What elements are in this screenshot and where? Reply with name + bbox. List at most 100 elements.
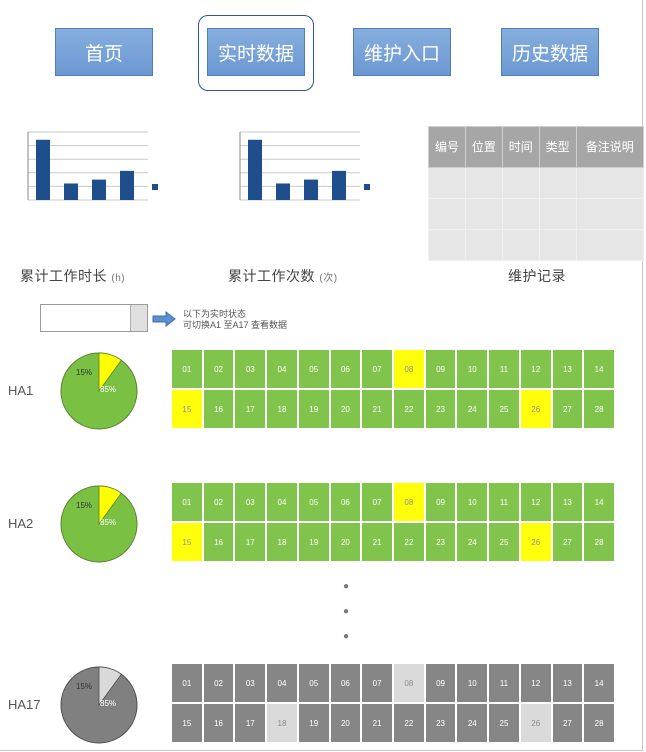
pie-chart-ha17: 15% 85% xyxy=(58,664,140,751)
sensor-cell[interactable]: 02 xyxy=(203,350,234,388)
sensor-cell[interactable]: 04 xyxy=(267,350,297,388)
sensor-cell[interactable]: 21 xyxy=(362,704,392,742)
sensor-cell[interactable]: 28 xyxy=(584,704,614,742)
sensor-cell[interactable]: 01 xyxy=(172,483,202,521)
sensor-cell[interactable]: 28 xyxy=(584,390,614,428)
sensor-cell[interactable]: 12 xyxy=(520,483,551,521)
sensor-cell[interactable]: 20 xyxy=(330,390,361,428)
sensor-cell[interactable]: 20 xyxy=(330,704,361,742)
sensor-cell[interactable]: 01 xyxy=(172,350,202,388)
sensor-cell[interactable]: 09 xyxy=(425,350,456,388)
sensor-cell[interactable]: 20 xyxy=(330,523,361,561)
sensor-cell[interactable]: 09 xyxy=(425,483,456,521)
sensor-cell[interactable]: 05 xyxy=(298,483,329,521)
sensor-cell[interactable]: 06 xyxy=(330,350,361,388)
sensor-cell[interactable]: 11 xyxy=(489,350,519,388)
sensor-cell[interactable]: 16 xyxy=(203,704,234,742)
sensor-cell[interactable]: 21 xyxy=(362,523,392,561)
sensor-cell[interactable]: 27 xyxy=(552,390,583,428)
sensor-cell[interactable]: 05 xyxy=(298,350,329,388)
sensor-cell[interactable]: 25 xyxy=(489,523,519,561)
sensor-cell[interactable]: 22 xyxy=(393,704,424,742)
sensor-cell[interactable]: 07 xyxy=(362,664,392,702)
sensor-cell[interactable]: 15 xyxy=(172,523,202,561)
sensor-cell[interactable]: 26 xyxy=(520,390,551,428)
sensor-cell[interactable]: 26 xyxy=(520,704,551,742)
sensor-cell[interactable]: 27 xyxy=(552,523,583,561)
sensor-cell[interactable]: 17 xyxy=(235,390,266,428)
sensor-cell[interactable]: 19 xyxy=(298,523,329,561)
chevron-down-icon[interactable] xyxy=(130,305,147,331)
sensor-cell[interactable]: 28 xyxy=(584,523,614,561)
sensor-cell[interactable]: 03 xyxy=(235,664,266,702)
sensor-cell[interactable]: 25 xyxy=(489,390,519,428)
chart-bar xyxy=(304,179,318,200)
sensor-cell[interactable]: 14 xyxy=(584,350,614,388)
work-count-caption-text: 累计工作次数 xyxy=(228,268,315,284)
sensor-cell[interactable]: 04 xyxy=(267,664,297,702)
sensor-cell[interactable]: 22 xyxy=(393,390,424,428)
sensor-cell[interactable]: 04 xyxy=(267,483,297,521)
sensor-cell[interactable]: 18 xyxy=(267,704,297,742)
sensor-cell[interactable]: 12 xyxy=(520,350,551,388)
sensor-cell[interactable]: 15 xyxy=(172,704,202,742)
sensor-cell[interactable]: 16 xyxy=(203,523,234,561)
arrow-right-icon xyxy=(152,311,176,327)
sensor-cell[interactable]: 21 xyxy=(362,390,392,428)
sensor-cell[interactable]: 08 xyxy=(393,664,424,702)
work-count-chart xyxy=(232,128,372,208)
sensor-cell[interactable]: 02 xyxy=(203,483,234,521)
sensor-cell[interactable]: 08 xyxy=(393,350,424,388)
sensor-cell[interactable]: 18 xyxy=(267,390,297,428)
sensor-cell[interactable]: 10 xyxy=(457,483,488,521)
nav-realtime-button[interactable]: 实时数据 xyxy=(207,28,305,76)
sensor-cell[interactable]: 13 xyxy=(552,483,583,521)
sensor-cell[interactable]: 02 xyxy=(203,664,234,702)
sensor-cell[interactable]: 13 xyxy=(552,664,583,702)
sensor-cell[interactable]: 13 xyxy=(552,350,583,388)
sensor-cell[interactable]: 24 xyxy=(457,523,488,561)
sensor-cell[interactable]: 03 xyxy=(235,350,266,388)
sensor-cell[interactable]: 10 xyxy=(457,350,488,388)
work-hours-caption-text: 累计工作时长 xyxy=(20,268,107,284)
sensor-cell[interactable]: 11 xyxy=(489,664,519,702)
nav-maintenance-button[interactable]: 维护入口 xyxy=(353,28,451,76)
table-header-type: 类型 xyxy=(538,126,577,168)
table-row xyxy=(428,198,645,230)
sensor-cell[interactable]: 11 xyxy=(489,483,519,521)
sensor-cell[interactable]: 14 xyxy=(584,664,614,702)
sensor-cell[interactable]: 18 xyxy=(267,523,297,561)
sensor-cell[interactable]: 12 xyxy=(520,664,551,702)
nav-history-button[interactable]: 历史数据 xyxy=(501,28,599,76)
sensor-cell[interactable]: 26 xyxy=(520,523,551,561)
sensor-cell[interactable]: 25 xyxy=(489,704,519,742)
sensor-cell[interactable]: 23 xyxy=(425,704,456,742)
ellipsis-dot: ● xyxy=(343,631,350,642)
unit-select-dropdown[interactable] xyxy=(40,304,148,332)
sensor-cell[interactable]: 01 xyxy=(172,664,202,702)
sensor-cell[interactable]: 10 xyxy=(457,664,488,702)
sensor-cell[interactable]: 23 xyxy=(425,523,456,561)
sensor-cell[interactable]: 06 xyxy=(330,664,361,702)
sensor-cell[interactable]: 07 xyxy=(362,350,392,388)
sensor-cell[interactable]: 16 xyxy=(203,390,234,428)
sensor-cell[interactable]: 17 xyxy=(235,704,266,742)
sensor-cell[interactable]: 05 xyxy=(298,664,329,702)
sensor-cell[interactable]: 24 xyxy=(457,704,488,742)
sensor-cell[interactable]: 14 xyxy=(584,483,614,521)
sensor-cell[interactable]: 19 xyxy=(298,390,329,428)
sensor-cell[interactable]: 17 xyxy=(235,523,266,561)
sensor-cell[interactable]: 27 xyxy=(552,704,583,742)
sensor-cell[interactable]: 23 xyxy=(425,390,456,428)
sensor-cell[interactable]: 07 xyxy=(362,483,392,521)
sensor-cell[interactable]: 03 xyxy=(235,483,266,521)
sensor-cell[interactable]: 19 xyxy=(298,704,329,742)
nav-home-button[interactable]: 首页 xyxy=(55,28,153,76)
sensor-cell[interactable]: 15 xyxy=(172,390,202,428)
sensor-cell[interactable]: 08 xyxy=(393,483,424,521)
sensor-cell[interactable]: 22 xyxy=(393,523,424,561)
sensor-cell[interactable]: 06 xyxy=(330,483,361,521)
sensor-cell[interactable]: 09 xyxy=(425,664,456,702)
sensor-cell[interactable]: 24 xyxy=(457,390,488,428)
